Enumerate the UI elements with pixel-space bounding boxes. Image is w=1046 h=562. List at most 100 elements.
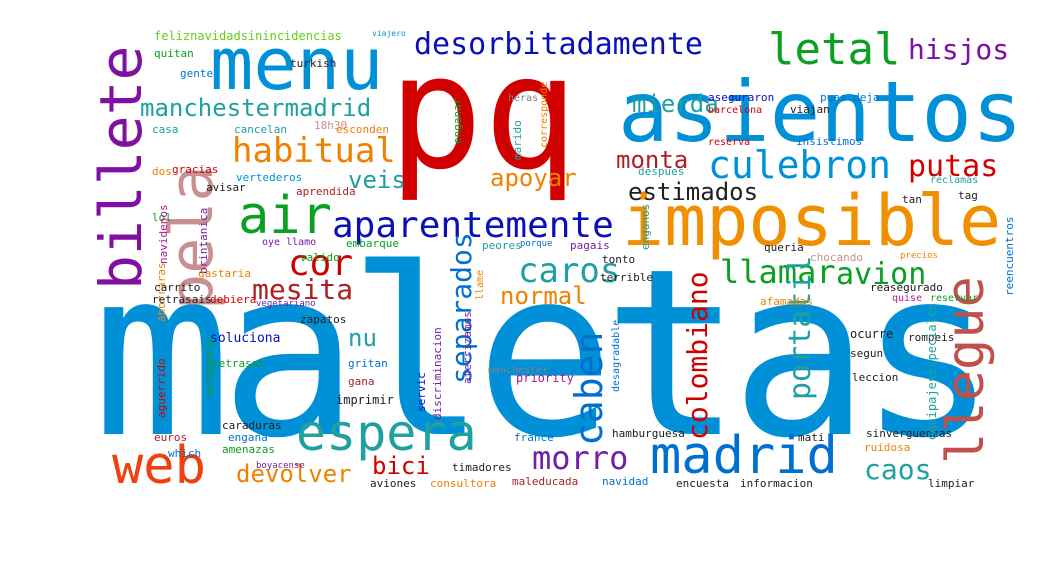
word-estimados: estimados [628, 178, 759, 206]
word-reasegurado: reasegurado [870, 281, 943, 294]
word-amenazas: amenazas [222, 443, 275, 456]
word-enganos: enganos [639, 203, 652, 250]
word-reservar: reservar [930, 293, 979, 304]
word-reencuentros: reencuentros [1003, 216, 1016, 296]
word-aterrizamos: aterrizamos [461, 311, 474, 384]
word-engana: engana [228, 431, 268, 444]
word-timadores: timadores [452, 461, 512, 474]
word-normal: normal [500, 282, 587, 310]
word-informacion: informacion [740, 477, 813, 490]
word-menu: menu [210, 22, 384, 106]
word-pq: pq [388, 21, 579, 205]
word-gastaria: gastaria [198, 267, 251, 280]
word-euros: euros [154, 431, 188, 444]
word-consultora: consultora [430, 477, 497, 490]
word-marido: marido [511, 120, 524, 160]
word-devolver: devolver [236, 460, 352, 488]
word-ocurre: ocurre [850, 327, 894, 341]
word-llamar: llamar [720, 253, 836, 291]
word-rompeis: rompeis [908, 331, 955, 344]
word-aprendida: aprendida [296, 185, 356, 198]
word-avisar: avisar [206, 181, 246, 194]
word-portatil: portatil [783, 255, 818, 401]
word-bici: bici [372, 452, 430, 480]
word-reserva: reserva [708, 137, 751, 148]
word-culebron: culebron [708, 143, 892, 187]
word-lol: lol [152, 211, 172, 224]
word-cor: cor [288, 243, 354, 284]
word-priority: priority [516, 371, 574, 385]
word-quitan: quitan [154, 47, 194, 60]
word-retrasais: retrasais [152, 293, 212, 306]
word-nu: nu [348, 324, 377, 352]
word-imposible: imposible [622, 180, 1002, 262]
word-imprimir: imprimir [336, 393, 394, 407]
word-segun: segun [850, 347, 884, 360]
word-pagais: pagais [570, 239, 610, 252]
word-monta: monta [616, 146, 689, 174]
word-france: france [514, 431, 554, 444]
word-barcelona: barcelona [708, 105, 763, 116]
word-colombiano: colombiano [681, 271, 714, 440]
word-viajero: viajero [372, 29, 406, 38]
word-verguenza: verguenza [203, 338, 216, 398]
word-espera: espera [296, 404, 477, 462]
word-vertederos: vertederos [236, 171, 303, 184]
word-llame: llame [475, 269, 486, 300]
word-afamadas: afamadas [760, 295, 813, 308]
word-veis: veis [348, 166, 406, 194]
word-air: air [238, 186, 332, 246]
word-vegetariano: vegetariano [256, 299, 316, 309]
word-feliznavidadsinincidencias: feliznavidadsinincidencias [154, 29, 342, 43]
word-porque: porque [520, 239, 553, 249]
word-peores: peores [482, 239, 522, 252]
word-zapatos: zapatos [300, 313, 347, 326]
word-quise: quise [892, 293, 923, 304]
word-precios: precios [900, 251, 938, 261]
word-asientos: asientos [618, 63, 1023, 161]
word-leccion: leccion [852, 371, 899, 384]
word-gente: gente [180, 67, 214, 80]
word-equipajesespeciales: equipajesespeciales [925, 302, 939, 440]
word-corresponde: corresponde [539, 81, 550, 148]
word-aseguraron: aseguraron [708, 91, 775, 104]
word-pues-deja: pues deja [820, 91, 880, 104]
word-caraduras: caraduras [222, 419, 282, 432]
word-debiera: debiera [210, 293, 257, 306]
word-maletas: maletas [92, 219, 998, 489]
word-servic: servic [415, 372, 428, 412]
word-embarque: embarque [346, 237, 399, 250]
word-viajan: viajan [790, 103, 830, 116]
word-mati: mati [798, 431, 825, 444]
word-valido: valido [300, 251, 340, 264]
word-which: which [168, 447, 202, 460]
word-madrid: madrid [650, 426, 838, 486]
word-dos: dos [152, 165, 172, 178]
word-putas: putas [908, 149, 999, 184]
word-boyacense: boyacense [256, 461, 305, 471]
word-discriminacion: discriminacion [431, 327, 444, 420]
word-desorbitadamente: desorbitadamente [414, 27, 703, 62]
word-avion: avion [836, 257, 927, 292]
word-caros: caros [518, 251, 621, 291]
word-apoyar: apoyar [490, 164, 577, 192]
word-carrito: carrito [154, 281, 201, 294]
word-aguerrido: aguerrido [155, 358, 168, 418]
word-enganar: enganar [451, 97, 464, 144]
word-mesita: mesita [252, 273, 354, 306]
word-habitual: habitual [232, 131, 396, 171]
word-gritan: gritan [348, 357, 388, 370]
word-reclamas: reclamas [930, 175, 979, 186]
word-caos: caos [864, 453, 932, 486]
word-oye-llamo: oye llamo [262, 237, 317, 248]
word-cancelan: cancelan [234, 123, 287, 136]
word-chocando: chocando [810, 251, 863, 264]
word-limpiar: limpiar [928, 477, 975, 490]
word-desagradable: desagradable [611, 319, 622, 392]
word-gana: gana [348, 375, 375, 388]
word-gracias: gracias [172, 163, 219, 176]
word-terrible: terrible [600, 271, 653, 284]
word-maleducada: maleducada [512, 475, 579, 488]
word-letal: letal [768, 24, 901, 75]
